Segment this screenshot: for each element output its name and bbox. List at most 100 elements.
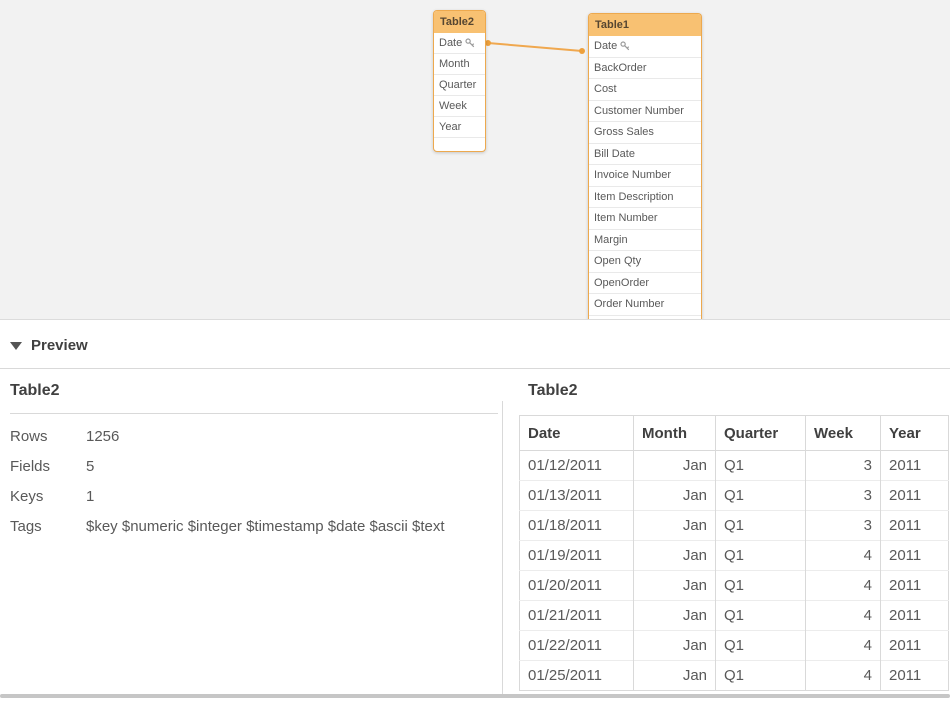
cell-month: Jan: [633, 540, 716, 571]
field-row-quarter[interactable]: Quarter: [434, 75, 485, 96]
cell-year: 2011: [880, 660, 949, 691]
field-label: Month: [439, 58, 470, 70]
table-stats: Rows 1256 Fields 5 Keys 1 Tags $key $num…: [10, 421, 490, 541]
table-card-title[interactable]: Table1: [589, 14, 701, 36]
table-row: 01/21/2011 Jan Q1 4 2011: [519, 600, 949, 631]
cell-year: 2011: [880, 570, 949, 601]
field-label: Margin: [594, 233, 628, 246]
cell-date: 01/21/2011: [519, 600, 634, 631]
field-row-date[interactable]: Date: [434, 33, 485, 54]
field-label: Item Description: [594, 190, 674, 203]
key-icon: [465, 38, 475, 48]
field-row-openorder[interactable]: OpenOrder: [589, 272, 701, 294]
field-label: Week: [439, 100, 467, 112]
stat-value-fields: 5: [86, 457, 95, 475]
table-card-table1[interactable]: Table1 Date BackOrder Cost Customer Numb…: [588, 13, 702, 319]
table-row: 01/19/2011 Jan Q1 4 2011: [519, 540, 949, 571]
data-preview-grid[interactable]: Date Month Quarter Week Year 01/12/2011 …: [519, 415, 949, 691]
table-row: 01/25/2011 Jan Q1 4 2011: [519, 660, 949, 691]
field-label: Date: [439, 37, 463, 49]
stat-value-keys: 1: [86, 487, 95, 505]
cell-date: 01/13/2011: [519, 480, 634, 511]
field-label: Order Number: [594, 298, 665, 311]
column-header-month[interactable]: Month: [633, 415, 716, 451]
cell-week: 4: [805, 540, 881, 571]
grid-section-title: Table2: [528, 382, 578, 399]
stat-label-keys: Keys: [10, 487, 44, 505]
info-title-underline: [10, 413, 498, 414]
field-row-invoice-number[interactable]: Invoice Number: [589, 165, 701, 187]
field-label: Bill Date: [594, 147, 635, 160]
field-row-backorder[interactable]: BackOrder: [589, 57, 701, 79]
cell-week: 4: [805, 660, 881, 691]
field-row-margin[interactable]: Margin: [589, 229, 701, 251]
field-label: Year: [439, 121, 462, 133]
cell-quarter: Q1: [715, 540, 806, 571]
data-model-canvas[interactable]: Table2 Date Month Quarter Week Year: [0, 0, 950, 320]
field-label: OpenOrder: [594, 276, 650, 289]
table-card-table2[interactable]: Table2 Date Month Quarter Week Year: [433, 10, 486, 152]
stat-label-rows: Rows: [10, 427, 48, 445]
info-section-title: Table2: [10, 382, 60, 399]
field-row-customer-number[interactable]: Customer Number: [589, 100, 701, 122]
field-row-item-description[interactable]: Item Description: [589, 186, 701, 208]
cell-date: 01/19/2011: [519, 540, 634, 571]
cell-quarter: Q1: [715, 630, 806, 661]
cell-week: 3: [805, 510, 881, 541]
field-row-gross-sales[interactable]: Gross Sales: [589, 122, 701, 144]
cell-year: 2011: [880, 540, 949, 571]
cell-quarter: Q1: [715, 480, 806, 511]
cell-month: Jan: [633, 630, 716, 661]
cell-quarter: Q1: [715, 510, 806, 541]
cell-year: 2011: [880, 630, 949, 661]
cell-date: 01/22/2011: [519, 630, 634, 661]
field-label: Invoice Number: [594, 169, 672, 182]
preview-header-divider: [0, 368, 950, 369]
cell-year: 2011: [880, 480, 949, 511]
bottom-scrollbar[interactable]: [0, 694, 950, 698]
key-icon: [620, 41, 630, 51]
field-row-year[interactable]: Year: [434, 117, 485, 138]
table-row: 01/20/2011 Jan Q1 4 2011: [519, 570, 949, 601]
field-row-bill-date[interactable]: Bill Date: [589, 143, 701, 165]
field-label: Date: [594, 40, 618, 53]
collapse-triangle-icon: [10, 341, 22, 350]
cell-quarter: Q1: [715, 450, 806, 481]
cell-week: 4: [805, 600, 881, 631]
cell-date: 01/12/2011: [519, 450, 634, 481]
cell-quarter: Q1: [715, 660, 806, 691]
field-row-item-number[interactable]: Item Number: [589, 208, 701, 230]
cell-week: 3: [805, 450, 881, 481]
preview-table: Date Month Quarter Week Year 01/12/2011 …: [519, 415, 949, 691]
stat-label-fields: Fields: [10, 457, 51, 475]
table-row: 01/18/2011 Jan Q1 3 2011: [519, 510, 949, 541]
cell-year: 2011: [880, 510, 949, 541]
cell-month: Jan: [633, 510, 716, 541]
column-header-year[interactable]: Year: [880, 415, 949, 451]
field-row-month[interactable]: Month: [434, 54, 485, 75]
field-label: Quarter: [439, 79, 477, 91]
field-row-order-number[interactable]: Order Number: [589, 294, 701, 316]
table-card-title[interactable]: Table2: [434, 11, 485, 33]
cell-date: 01/25/2011: [519, 660, 634, 691]
field-row-open-qty[interactable]: Open Qty: [589, 251, 701, 273]
field-row-date[interactable]: Date: [589, 36, 701, 58]
cell-month: Jan: [633, 600, 716, 631]
field-label: Customer Number: [594, 104, 684, 117]
table-row: 01/22/2011 Jan Q1 4 2011: [519, 630, 949, 661]
field-row-cost[interactable]: Cost: [589, 79, 701, 101]
cell-quarter: Q1: [715, 600, 806, 631]
cell-date: 01/18/2011: [519, 510, 634, 541]
field-row-week[interactable]: Week: [434, 96, 485, 117]
cell-week: 4: [805, 570, 881, 601]
column-header-week[interactable]: Week: [805, 415, 881, 451]
column-header-date[interactable]: Date: [519, 415, 634, 451]
preview-toggle[interactable]: Preview: [10, 337, 88, 354]
column-header-quarter[interactable]: Quarter: [715, 415, 806, 451]
stat-value-rows: 1256: [86, 427, 120, 445]
cell-quarter: Q1: [715, 570, 806, 601]
cell-date: 01/20/2011: [519, 570, 634, 601]
field-label: Cost: [594, 83, 617, 96]
stat-value-tags: $key $numeric $integer $timestamp $date …: [86, 517, 445, 535]
